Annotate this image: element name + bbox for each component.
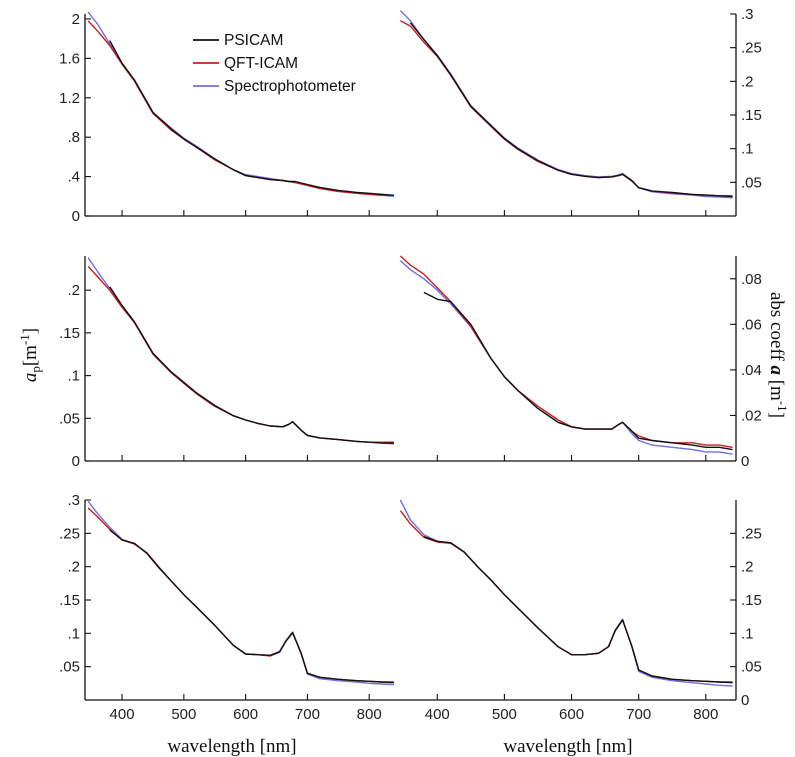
legend-label: Spectrophotometer bbox=[224, 78, 356, 95]
y-tick-label: .05 bbox=[741, 659, 762, 676]
y-axis-label-right: abs coeff a [m-1] bbox=[766, 292, 790, 418]
y-tick-label: .04 bbox=[741, 362, 762, 379]
y-tick-label: .25 bbox=[59, 525, 80, 542]
series-line-qft-icam bbox=[399, 510, 733, 683]
series-line-psicam bbox=[423, 291, 733, 451]
y-tick-label: .05 bbox=[59, 659, 80, 676]
x-tick-label: 800 bbox=[357, 706, 382, 723]
y-tick-label: 0 bbox=[72, 208, 80, 225]
y-axis-label-right-unit: [m bbox=[766, 375, 787, 401]
x-tick-label: 700 bbox=[626, 706, 651, 723]
y-tick-label: .02 bbox=[741, 407, 762, 424]
legend-label: QFT-ICAM bbox=[224, 55, 298, 72]
y-tick-label: .1 bbox=[67, 368, 80, 385]
x-axis-label-right: wavelength [nm] bbox=[503, 736, 632, 757]
x-tick-label: 800 bbox=[693, 706, 718, 723]
legend-item: PSICAM bbox=[193, 32, 283, 49]
series-line-psicam bbox=[409, 22, 733, 198]
y-axis-label-right-text: abs coeff bbox=[766, 292, 787, 366]
y-tick-label: .2 bbox=[741, 559, 754, 576]
y-tick-label: .06 bbox=[741, 316, 762, 333]
y-axis-label-left-exp: -1 bbox=[17, 334, 32, 345]
y-tick-label: .3 bbox=[741, 6, 754, 23]
series-line-qft-icam bbox=[400, 20, 733, 197]
y-tick-label: 0 bbox=[72, 453, 80, 470]
y-axis-label-right-exp: -1 bbox=[775, 401, 790, 412]
series-line-spectrophotometer bbox=[399, 499, 733, 687]
y-tick-label: .2 bbox=[67, 559, 80, 576]
y-tick-label: .2 bbox=[741, 73, 754, 90]
y-axis-label-left-subscript: p bbox=[28, 366, 43, 373]
series-line-qft-icam bbox=[399, 255, 733, 448]
series-line-psicam bbox=[109, 40, 394, 196]
x-tick-label: 500 bbox=[171, 706, 196, 723]
y-tick-label: .05 bbox=[59, 410, 80, 427]
y-axis-label-left-symbol: a bbox=[20, 373, 41, 383]
series-line-psicam bbox=[423, 536, 733, 684]
panel-top-left: 0 .4 .8 1.2 1.6 2 bbox=[59, 11, 397, 225]
y-tick-label: .08 bbox=[741, 271, 762, 288]
x-tick-label: 400 bbox=[110, 706, 135, 723]
y-axis-label-left: ap[m-1] bbox=[17, 328, 43, 382]
y-tick-label: .8 bbox=[67, 129, 80, 146]
panel-bottom-right: 400 500 600 700 800 0 .05 .1 .15 .2 .25 bbox=[397, 499, 762, 723]
series-line-spectrophotometer bbox=[87, 500, 394, 686]
panel-bottom-left: 400 500 600 700 800 .05 .1 .15 .2 .25 .3 bbox=[59, 492, 397, 723]
y-tick-label: .05 bbox=[741, 174, 762, 191]
y-axis-label-right-symbol: a bbox=[766, 365, 787, 375]
panels-layer: 0 .4 .8 1.2 1.6 2 .05 .1 .15 .2 .25 .3 0 .05 .1 .15 .2 0.… bbox=[59, 6, 762, 723]
legend-label: PSICAM bbox=[224, 32, 283, 49]
x-tick-label: 500 bbox=[492, 706, 517, 723]
y-axis-label-left-unit: [m bbox=[20, 345, 41, 366]
series-line-spectrophotometer bbox=[399, 10, 733, 199]
y-tick-label: .2 bbox=[67, 282, 80, 299]
y-tick-label: .25 bbox=[741, 40, 762, 57]
y-tick-label: 1.6 bbox=[59, 50, 80, 67]
series-line-qft-icam bbox=[87, 265, 394, 443]
y-tick-label: 0 bbox=[741, 453, 749, 470]
x-tick-label: 600 bbox=[233, 706, 258, 723]
x-tick-label: 600 bbox=[559, 706, 584, 723]
series-line-psicam bbox=[109, 529, 394, 684]
y-tick-label: 0 bbox=[741, 692, 749, 709]
y-tick-label: .1 bbox=[67, 625, 80, 642]
series-line-spectrophotometer bbox=[87, 257, 394, 445]
y-axis-label-right-close: ] bbox=[766, 412, 787, 418]
panel-middle-left: 0 .05 .1 .15 .2 bbox=[59, 256, 397, 470]
y-tick-label: .15 bbox=[59, 592, 80, 609]
x-tick-label: 400 bbox=[425, 706, 450, 723]
y-tick-label: .15 bbox=[741, 592, 762, 609]
series-line-psicam bbox=[109, 286, 394, 444]
legend-item: Spectrophotometer bbox=[193, 78, 356, 95]
series-line-qft-icam bbox=[87, 507, 394, 683]
legend: PSICAM QFT-ICAM Spectrophotometer bbox=[193, 32, 356, 95]
y-tick-label: .1 bbox=[741, 141, 754, 158]
y-tick-label: .25 bbox=[741, 525, 762, 542]
y-tick-label: .4 bbox=[67, 169, 80, 186]
y-tick-label: .1 bbox=[741, 625, 754, 642]
x-tick-label: 700 bbox=[295, 706, 320, 723]
x-axis-label-left: wavelength [nm] bbox=[167, 736, 296, 757]
y-tick-label: 1.2 bbox=[59, 90, 80, 107]
legend-item: QFT-ICAM bbox=[193, 55, 298, 72]
panel-top-right: .05 .1 .15 .2 .25 .3 bbox=[397, 6, 762, 217]
y-tick-label: .15 bbox=[741, 107, 762, 124]
y-tick-label: .15 bbox=[59, 325, 80, 342]
y-tick-label: .3 bbox=[67, 492, 80, 509]
panel-middle-right: 0 .02 .04 .06 .08 bbox=[397, 255, 762, 470]
y-axis-label-left-close: ] bbox=[20, 328, 41, 334]
y-tick-label: 2 bbox=[72, 11, 80, 28]
